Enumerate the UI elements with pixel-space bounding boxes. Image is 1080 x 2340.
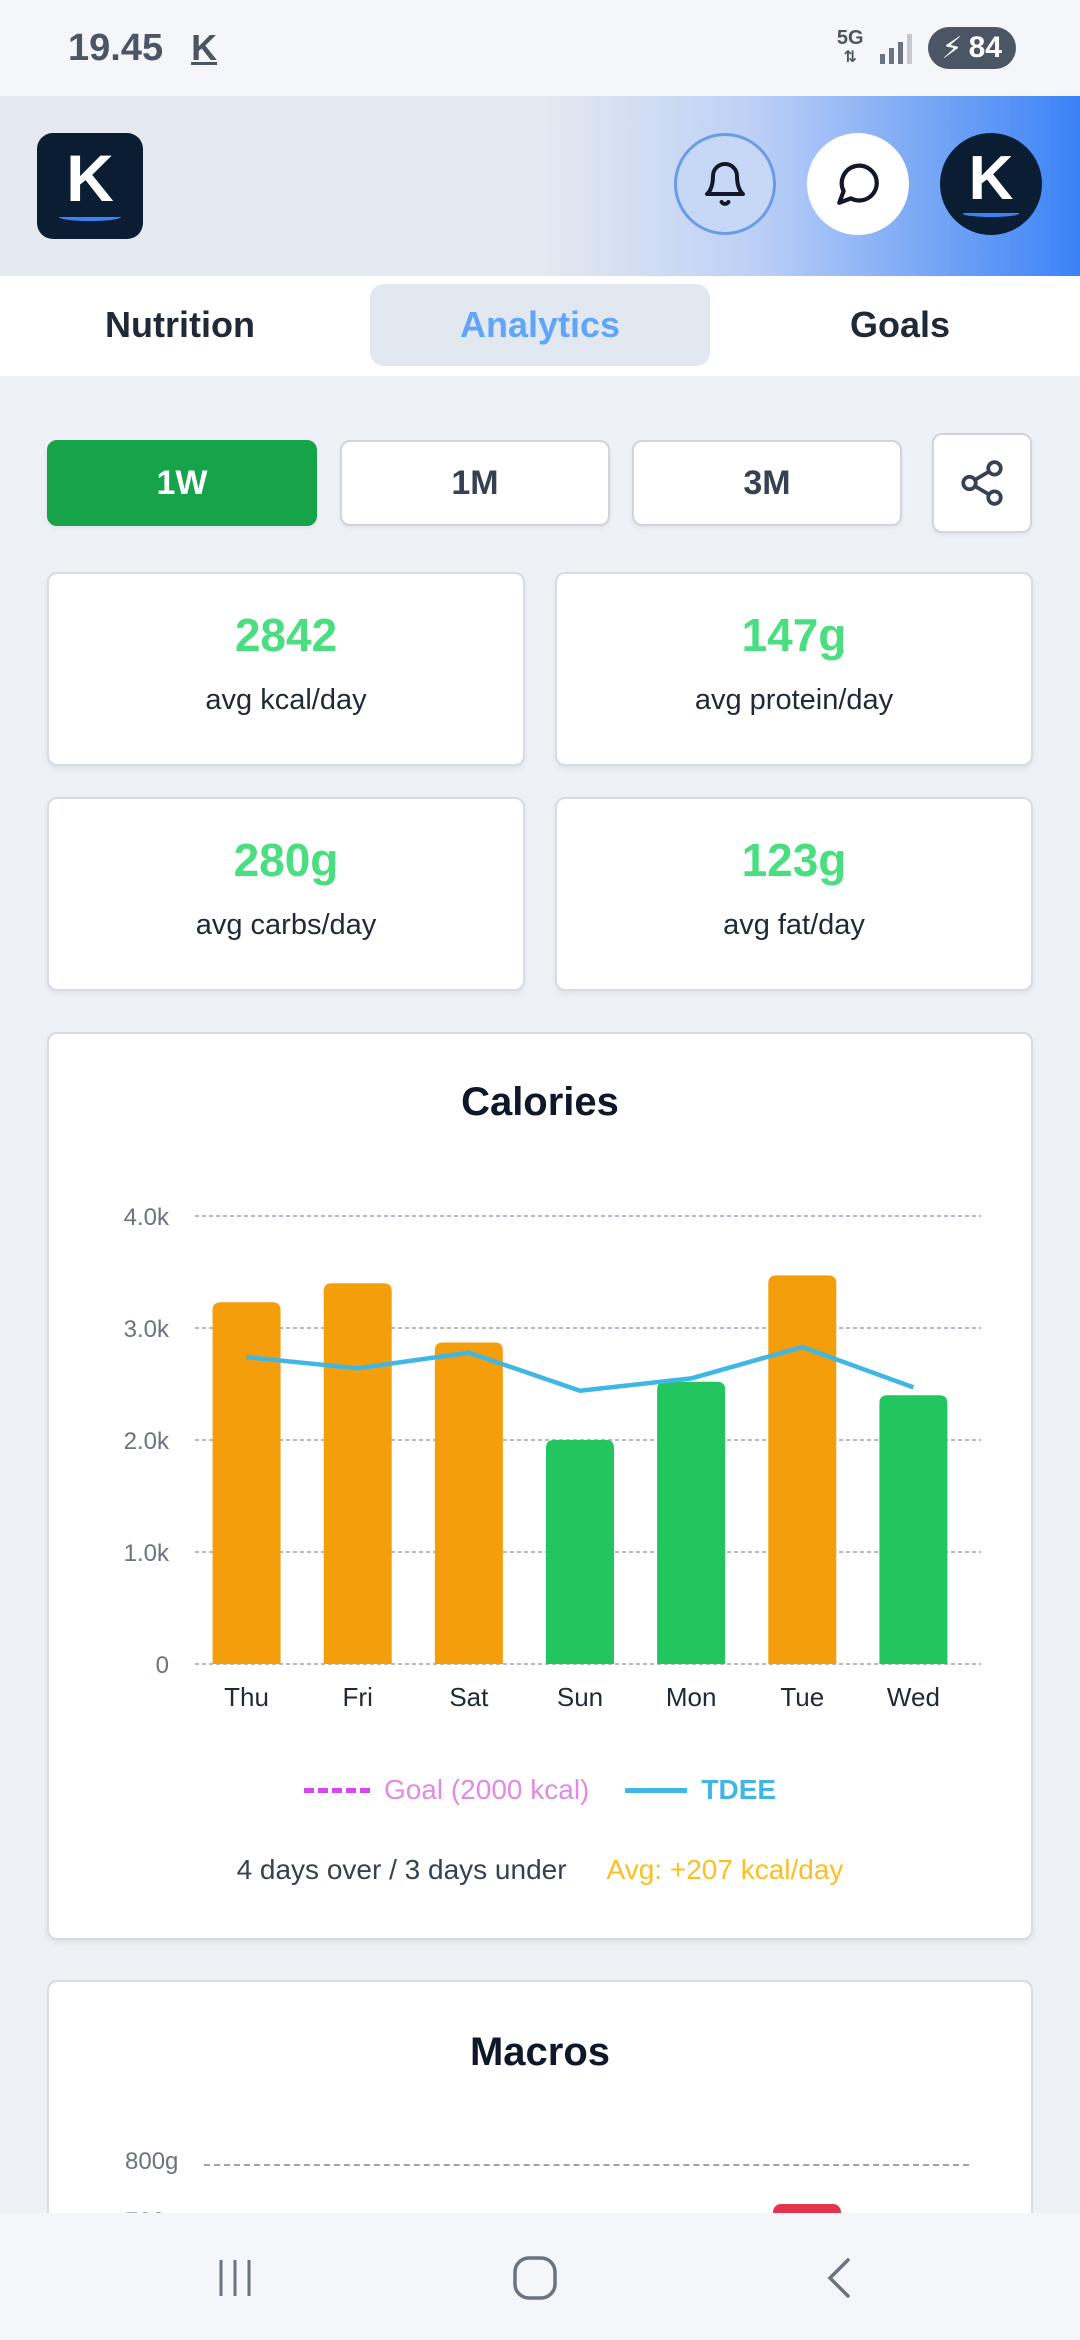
- chart-legend: Goal (2000 kcal) TDEE: [49, 1774, 1031, 1806]
- stat-value: 2842: [234, 609, 338, 661]
- network-5g-icon: 5G ⇅: [836, 27, 864, 66]
- stat-card-kcal: 2842 avg kcal/day: [47, 572, 525, 766]
- notifications-button[interactable]: [674, 133, 776, 235]
- y-tick-label: 2.0k: [124, 1428, 170, 1455]
- calorie-bar: [434, 1342, 503, 1664]
- y-tick-label: 0: [156, 1652, 169, 1679]
- x-tick-label: Thu: [224, 1682, 269, 1712]
- chart-summary: 4 days over / 3 days under Avg: +207 kca…: [49, 1854, 1031, 1886]
- back-button[interactable]: [805, 2243, 875, 2313]
- stat-value: 147g: [741, 609, 847, 661]
- stat-value: 280g: [233, 834, 339, 886]
- avatar-letter: K: [968, 143, 1014, 213]
- recent-apps-button[interactable]: [200, 2243, 270, 2313]
- tdee-line: [246, 1344, 915, 1393]
- calorie-bar: [323, 1283, 392, 1664]
- app-logo[interactable]: K: [37, 133, 143, 239]
- calorie-bar: [212, 1302, 281, 1664]
- calories-chart-card: Calories 0 1.0k 2.0k 3.0k 4.0k Thu Fri Sat Sun Mo…: [47, 1032, 1033, 1940]
- stat-label: avg fat/day: [723, 909, 865, 941]
- x-tick-label: Sat: [449, 1682, 489, 1712]
- calories-chart: 0 1.0k 2.0k 3.0k 4.0k Thu Fri Sat Sun Mon Tue Wed: [124, 1204, 981, 1712]
- range-1w-button[interactable]: 1W: [47, 440, 317, 526]
- y-tick-label: 1.0k: [124, 1540, 170, 1567]
- app-notification-icon: K: [191, 27, 218, 68]
- recent-apps-icon: [219, 2260, 251, 2296]
- macros-y-tick: 800g: [125, 2148, 179, 2175]
- charging-icon: ⚡: [941, 31, 963, 65]
- bell-icon: [705, 162, 745, 206]
- avg-surplus: Avg: +207 kcal/day: [606, 1854, 844, 1885]
- calorie-bar: [879, 1395, 948, 1664]
- profile-avatar-button[interactable]: K: [940, 133, 1042, 235]
- macros-title: Macros: [469, 2030, 611, 2074]
- tab-nutrition[interactable]: Nutrition: [105, 304, 255, 345]
- y-tick-label: 3.0k: [124, 1316, 170, 1343]
- status-bar: 19.45 K 5G ⇅ ⚡ 84: [0, 0, 1080, 96]
- network-label: 5G: [836, 27, 864, 49]
- x-tick-label: Mon: [666, 1682, 717, 1712]
- range-3m-button[interactable]: 3M: [632, 440, 902, 526]
- status-time: 19.45: [68, 26, 164, 69]
- tab-bar: Nutrition Analytics Goals: [0, 276, 1080, 376]
- stat-label: avg kcal/day: [205, 684, 367, 716]
- days-over-under: 4 days over / 3 days under: [236, 1854, 567, 1885]
- legend-tdee-item[interactable]: TDEE: [625, 1774, 776, 1806]
- home-button[interactable]: [500, 2243, 570, 2313]
- chart-title: Calories: [461, 1080, 619, 1124]
- range-1m-button[interactable]: 1M: [340, 440, 610, 526]
- stat-value: 123g: [741, 834, 847, 886]
- stat-label: avg carbs/day: [195, 909, 377, 941]
- tab-analytics[interactable]: Analytics: [370, 284, 710, 366]
- back-icon: [827, 2258, 850, 2298]
- app-header: K K: [0, 96, 1080, 276]
- logo-swoosh: [59, 213, 121, 221]
- stat-card-protein: 147g avg protein/day: [555, 572, 1033, 766]
- battery-level: 84: [968, 31, 1002, 64]
- signal-icon: [879, 32, 912, 64]
- legend-goal-item[interactable]: Goal (2000 kcal): [303, 1774, 590, 1806]
- tdee-line-swatch: [625, 1787, 688, 1793]
- x-tick-label: Sun: [557, 1682, 603, 1712]
- chat-button[interactable]: [807, 133, 909, 235]
- share-button[interactable]: [932, 433, 1032, 533]
- legend-goal-label: Goal (2000 kcal): [383, 1774, 590, 1805]
- legend-tdee-label: TDEE: [701, 1774, 777, 1805]
- calorie-bar: [657, 1381, 726, 1664]
- x-tick-label: Fri: [343, 1682, 373, 1712]
- avatar-swoosh: [963, 210, 1019, 217]
- home-icon: [513, 2256, 557, 2300]
- macros-gridline: [204, 2164, 969, 2166]
- x-tick-label: Wed: [887, 1682, 940, 1712]
- stat-label: avg protein/day: [694, 684, 894, 716]
- chat-bubble-icon: [837, 163, 879, 205]
- calorie-bar: [546, 1440, 614, 1664]
- system-nav-bar: [0, 2213, 1080, 2340]
- battery-indicator: ⚡ 84: [927, 27, 1016, 69]
- stat-card-fat: 123g avg fat/day: [555, 797, 1033, 991]
- stat-card-carbs: 280g avg carbs/day: [47, 797, 525, 991]
- share-icon: [961, 460, 1003, 506]
- goal-line-swatch: [303, 1787, 370, 1793]
- y-tick-label: 4.0k: [124, 1204, 170, 1231]
- logo-letter: K: [66, 141, 114, 215]
- tab-goals[interactable]: Goals: [849, 304, 951, 345]
- x-tick-label: Tue: [780, 1682, 824, 1712]
- calorie-bar: [768, 1275, 837, 1664]
